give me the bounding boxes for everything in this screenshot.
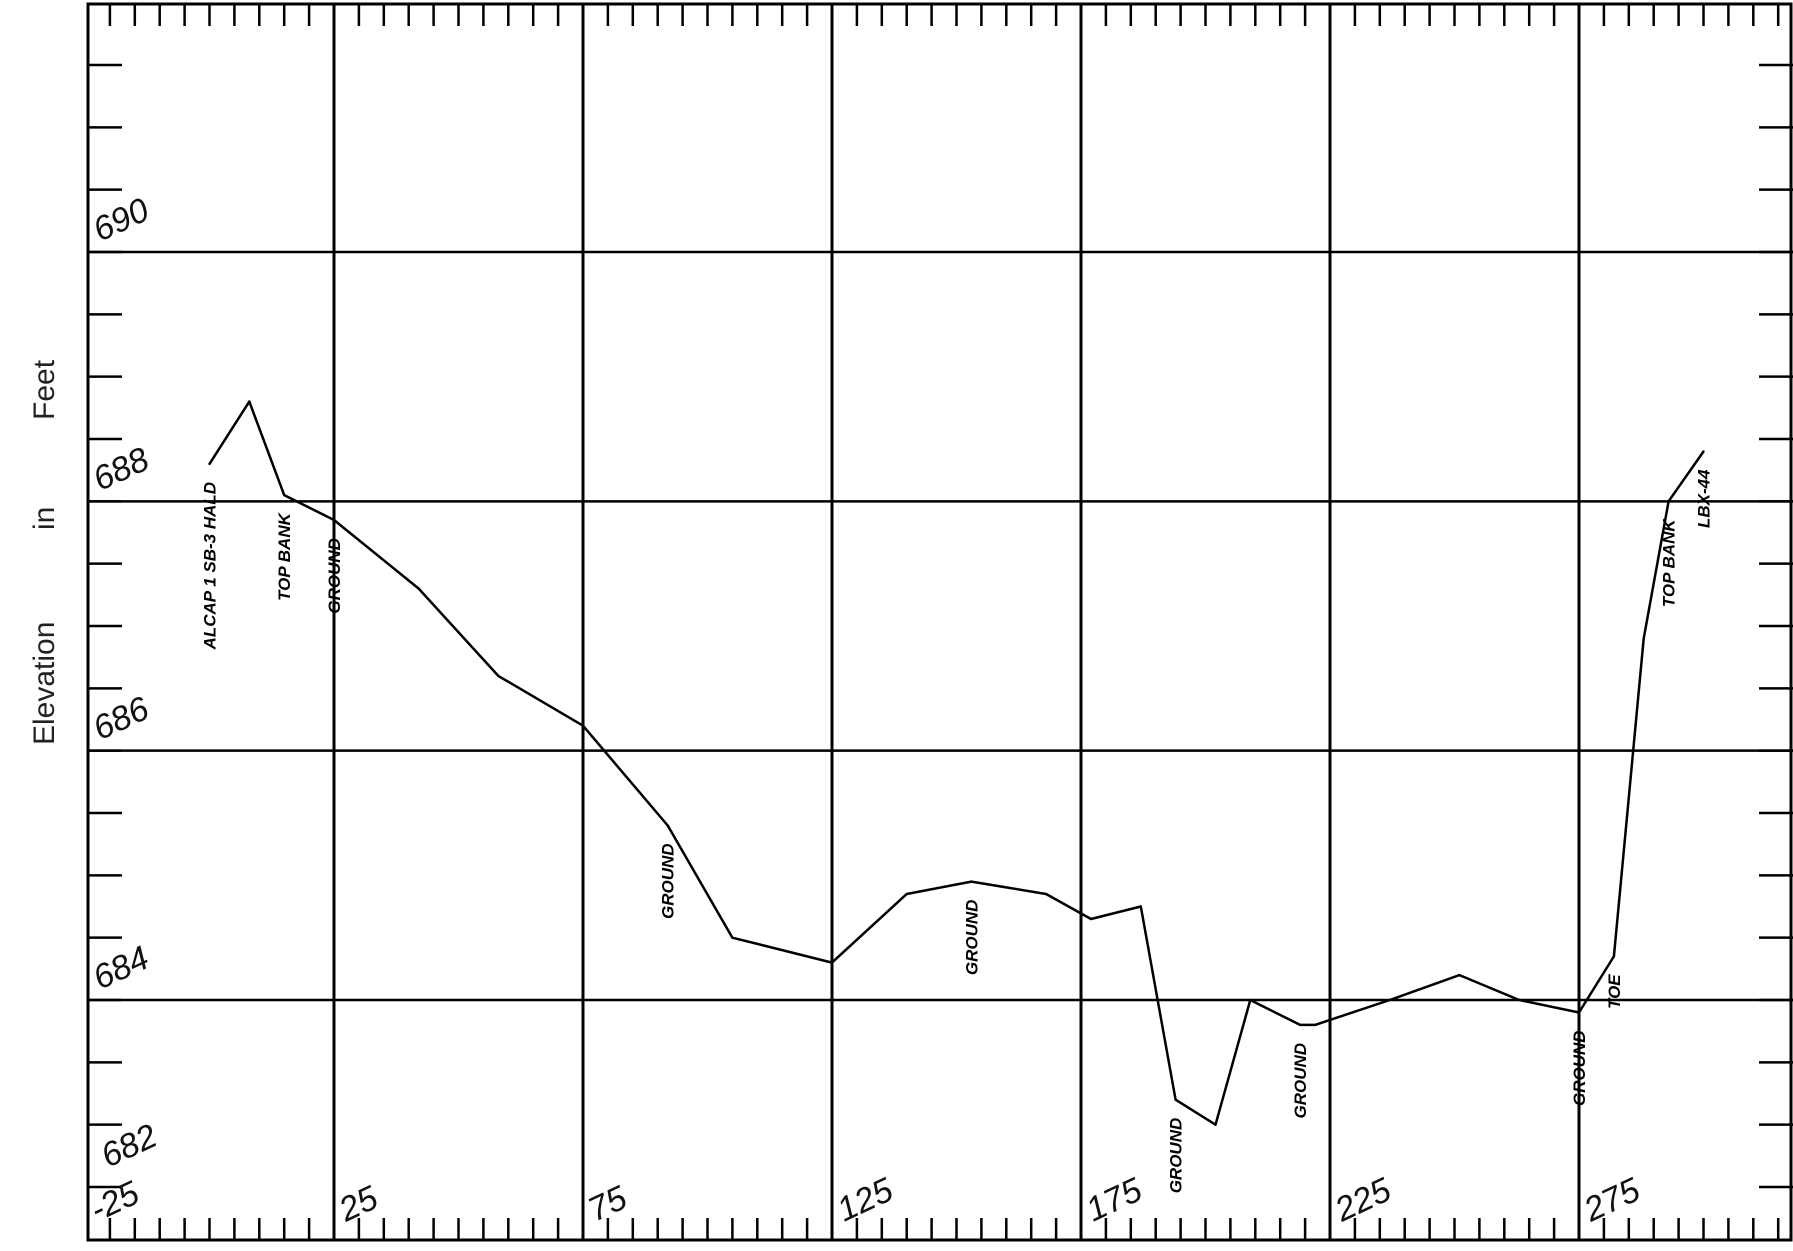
minor-ticks: [88, 4, 1793, 1240]
x-tick-label: 75: [582, 1179, 632, 1229]
data-point: [1518, 998, 1521, 1002]
data-point: [1388, 998, 1391, 1002]
data-point: [1214, 1123, 1217, 1126]
data-point: [497, 674, 500, 678]
data-point: [666, 824, 669, 827]
annotation-label: GROUND: [1570, 1030, 1589, 1106]
x-tick-label: 125: [831, 1171, 899, 1229]
x-tick-label: 25: [332, 1179, 383, 1230]
data-point: [1089, 917, 1093, 921]
annotation-label: GROUND: [1167, 1118, 1186, 1194]
data-point: [417, 587, 420, 590]
data-point: [1298, 1023, 1302, 1027]
data-point: [970, 880, 973, 883]
data-point: [1139, 905, 1142, 908]
annotation-label: ALCAP 1 SB-3 HALD: [201, 482, 220, 651]
data-point: [332, 518, 336, 522]
annotation-label: GROUND: [659, 843, 678, 919]
data-point: [581, 724, 585, 727]
data-point: [1702, 450, 1705, 453]
data-point: [1458, 973, 1461, 977]
x-tick-label: 225: [1328, 1171, 1396, 1230]
data-point: [1174, 1098, 1177, 1101]
data-point: [208, 462, 211, 466]
profile-line: [208, 400, 1705, 1126]
data-point: [731, 936, 734, 939]
annotation-label: TOP BANK: [275, 511, 294, 601]
annotation-label: GROUND: [962, 900, 981, 976]
annotation-label: GROUND: [1291, 1043, 1310, 1119]
y-tick-label: 684: [87, 939, 154, 997]
data-point: [1044, 892, 1048, 896]
data-point: [905, 892, 908, 896]
data-point: [1612, 955, 1616, 958]
data-point: [1313, 1023, 1317, 1027]
annotation-label: TOP BANK: [1660, 518, 1679, 608]
data-point: [830, 961, 834, 964]
x-tick-label: 275: [1577, 1171, 1645, 1230]
data-point: [1642, 637, 1645, 640]
annotations: ALCAP 1 SB-3 HALD TOP BANK GROUND GROUND GRO…: [201, 469, 1714, 1193]
annotation-label: LBX-44: [1695, 469, 1714, 528]
series-layer: [208, 400, 1705, 1126]
plot-frame: [86, 2, 1793, 1242]
data-point: [1667, 500, 1670, 503]
x-tick-label: 175: [1080, 1171, 1148, 1229]
data-point: [1577, 1011, 1581, 1014]
data-point: [283, 493, 286, 497]
data-point: [248, 400, 251, 403]
annotation-label: GROUND: [325, 538, 344, 614]
grid-lines: [86, 2, 1793, 1242]
y-tick-label: 690: [87, 191, 155, 249]
data-point: [1249, 998, 1252, 1002]
y-tick-label: 686: [87, 689, 155, 747]
y-tick-label: 688: [87, 440, 155, 498]
annotation-label: TOE: [1605, 974, 1624, 1009]
